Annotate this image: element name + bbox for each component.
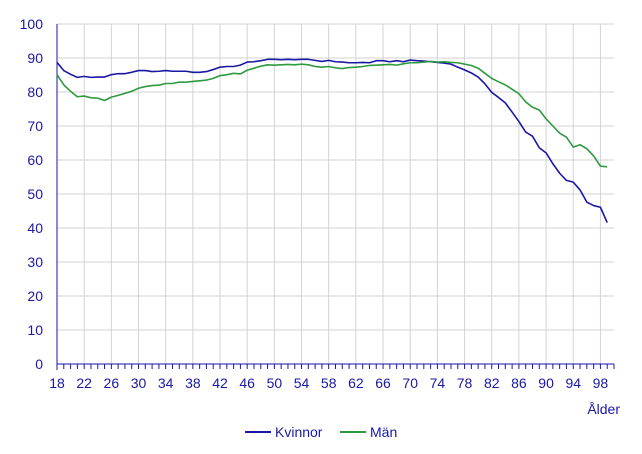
x-tick-label: 18 [49, 375, 65, 391]
x-tick-label: 78 [457, 375, 473, 391]
x-tick-label: 34 [158, 375, 174, 391]
y-tick-label: 40 [27, 220, 43, 236]
y-tick-label: 70 [27, 118, 43, 134]
y-tick-label: 90 [27, 50, 43, 66]
x-tick-label: 94 [565, 375, 581, 391]
y-tick-labels: 0 10 20 30 40 50 60 70 80 90 100 [20, 16, 44, 372]
y-tick-label: 30 [27, 254, 43, 270]
axes [56, 24, 615, 370]
series-lines [56, 58, 608, 223]
x-axis-title: Ålder [587, 401, 620, 417]
y-tick-label: 20 [27, 288, 43, 304]
y-tick-label: 80 [27, 84, 43, 100]
gridlines [56, 23, 614, 364]
y-tick-label: 10 [27, 322, 43, 338]
x-tick-label: 22 [76, 375, 92, 391]
x-tick-label: 58 [321, 375, 337, 391]
x-tick-labels: 18 22 26 30 34 38 42 46 50 54 58 62 66 70 74 78 82 86 90 94… [49, 375, 608, 391]
y-tick-label: 100 [20, 16, 44, 32]
x-tick-label: 26 [104, 375, 120, 391]
x-tick-label: 46 [239, 375, 255, 391]
y-tick-label: 50 [27, 186, 43, 202]
x-tick-label: 86 [511, 375, 527, 391]
y-tick-label: 0 [35, 356, 43, 372]
x-tick-label: 50 [267, 375, 283, 391]
x-tick-label: 90 [538, 375, 554, 391]
legend: Kvinnor Män [245, 424, 397, 440]
x-tick-label: 98 [593, 375, 609, 391]
legend-label-kvinnor: Kvinnor [275, 424, 323, 440]
x-tick-label: 82 [484, 375, 500, 391]
y-tick-label: 60 [27, 152, 43, 168]
x-tick-label: 70 [402, 375, 418, 391]
x-tick-label: 74 [430, 375, 446, 391]
x-tick-label: 42 [212, 375, 228, 391]
series-line-kvinnor [56, 58, 608, 223]
x-tick-label: 54 [294, 375, 310, 391]
series-line-man [56, 60, 608, 168]
legend-label-man: Män [370, 424, 397, 440]
x-tick-label: 38 [185, 375, 201, 391]
x-tick-label: 66 [375, 375, 391, 391]
x-tick-label: 62 [348, 375, 364, 391]
x-tick-label: 30 [131, 375, 147, 391]
